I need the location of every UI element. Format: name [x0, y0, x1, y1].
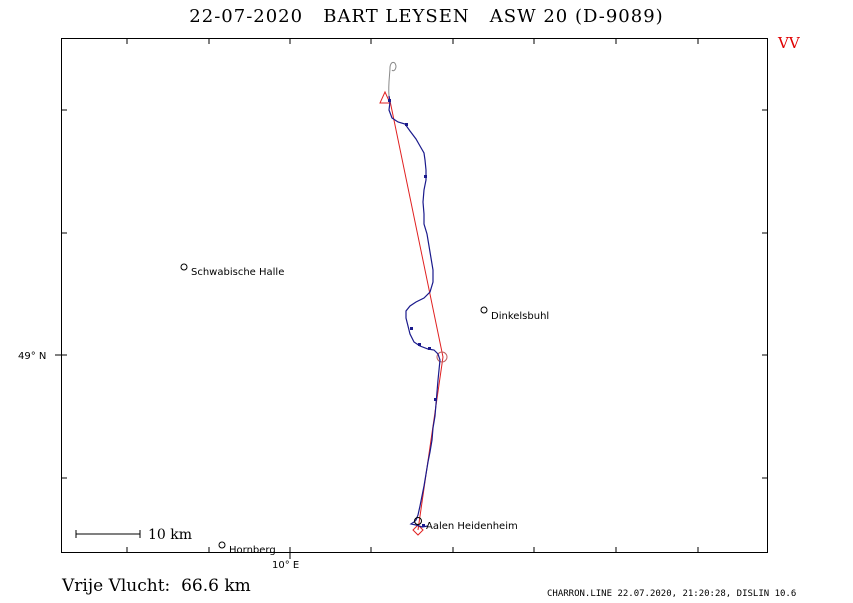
tow-track	[388, 61, 397, 97]
free-flight-distance: Vrije Vlucht: 66.6 km	[62, 576, 251, 596]
distance-value: 66.6 km	[181, 576, 251, 596]
place-schwabische-halle: Schwabische Halle	[180, 263, 284, 278]
flight-track	[388, 95, 441, 528]
svg-text:Dinkelsbuhl: Dinkelsbuhl	[491, 311, 549, 322]
finish-marker	[412, 524, 424, 536]
scale-bar-label: 10 km	[148, 527, 192, 543]
latitude-label: 49° N	[18, 351, 46, 362]
place-aalen-heidenheim: Aalen Heidenheim	[414, 517, 518, 532]
task-route	[388, 95, 444, 531]
distance-label: Vrije Vlucht:	[62, 576, 171, 596]
map-frame	[61, 38, 768, 553]
frame-ticks	[55, 38, 768, 559]
start-marker	[379, 90, 391, 104]
place-hornberg: Hornberg	[218, 541, 276, 556]
turnpoint-marker	[436, 351, 448, 363]
svg-text:Hornberg: Hornberg	[229, 545, 276, 556]
track-fix-marks	[388, 99, 437, 527]
svg-text:Aalen Heidenheim: Aalen Heidenheim	[426, 521, 518, 532]
scale-bar	[75, 530, 141, 538]
place-dinkelsbuhl: Dinkelsbuhl	[480, 306, 549, 322]
svg-text:Schwabische Halle: Schwabische Halle	[191, 267, 284, 278]
task-type-badge: VV	[778, 34, 800, 52]
longitude-label: 10° E	[272, 560, 299, 571]
footer-info: CHARRON.LINE 22.07.2020, 21:20:28, DISLI…	[547, 589, 797, 599]
flight-title: 22-07-2020 BART LEYSEN ASW 20 (D-9089)	[189, 6, 664, 27]
